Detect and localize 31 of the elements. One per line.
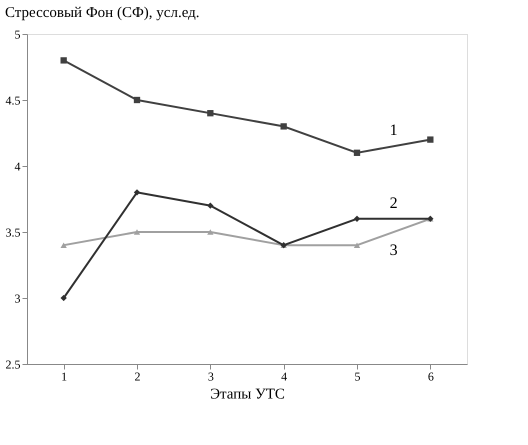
point (207, 202, 214, 209)
x-tick-label: 1 (61, 370, 68, 384)
series-label: 3 (390, 242, 398, 259)
x-tick-label: 3 (208, 370, 214, 384)
point (60, 242, 67, 248)
point (60, 57, 67, 64)
point (134, 96, 140, 104)
point (60, 294, 67, 302)
series-label: 1 (390, 122, 398, 140)
point (134, 189, 140, 196)
chart-title: Стрессовый Фон (СФ), усл.ед. (5, 5, 200, 21)
y-tick-label: 5 (14, 28, 20, 42)
y-tick-label: 3 (14, 292, 20, 306)
point (207, 229, 214, 235)
point (280, 123, 287, 130)
point (207, 110, 214, 116)
series-label: 2 (390, 194, 398, 212)
y-tick-label: 3.5 (6, 226, 20, 240)
x-tick-label: 6 (428, 370, 434, 384)
point (134, 229, 140, 235)
y-tick-label: 2.5 (6, 358, 20, 372)
point (354, 150, 360, 156)
point (354, 216, 360, 222)
y-tick-label: 4.5 (6, 94, 20, 108)
x-tick-label: 5 (354, 370, 360, 384)
x-tick-label: 2 (134, 370, 140, 384)
x-tick-label: 4 (281, 370, 288, 384)
x-axis-title: Этапы УТС (210, 386, 285, 402)
point (354, 242, 360, 248)
point (427, 136, 434, 143)
y-tick-label: 4 (14, 160, 20, 174)
